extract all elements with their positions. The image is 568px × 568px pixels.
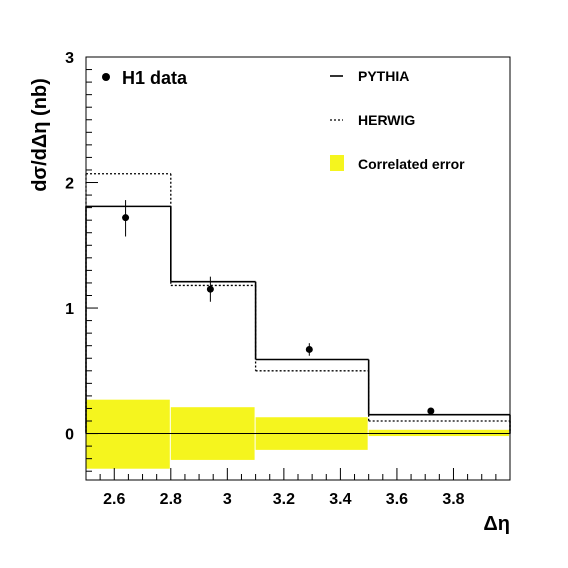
legend-band-swatch xyxy=(330,155,344,171)
y-tick-label: 0 xyxy=(65,427,74,444)
x-tick-label: 3.6 xyxy=(386,491,408,508)
legend: H1 data PYTHIA HERWIG Correlated error xyxy=(102,68,465,172)
pythia-series xyxy=(85,205,511,434)
data-point xyxy=(206,285,214,293)
correlated-error-bin xyxy=(368,429,509,437)
correlated-error-bands xyxy=(86,399,509,469)
x-tick-label: 3.2 xyxy=(273,491,295,508)
data-point xyxy=(427,407,435,415)
y-tick-label: 1 xyxy=(65,301,74,318)
data-point xyxy=(122,214,130,222)
data-point xyxy=(305,345,313,353)
herwig-series xyxy=(85,173,511,434)
x-tick-label: 2.8 xyxy=(160,491,182,508)
x-tick-label: 3 xyxy=(223,491,232,508)
y-tick-label: 2 xyxy=(65,176,74,193)
h1-data-series xyxy=(122,200,435,415)
x-tick-label: 3.4 xyxy=(329,491,351,508)
correlated-error-bin xyxy=(86,399,170,469)
legend-h1-label: H1 data xyxy=(122,68,188,88)
legend-h1-marker xyxy=(102,73,110,81)
y-axis-title: dσ/dΔη (nb) xyxy=(29,78,51,192)
x-axis: 2.6 2.8 3 3.2 3.4 3.6 3.8 xyxy=(85,468,511,508)
legend-band-label: Correlated error xyxy=(358,156,465,172)
legend-pythia-label: PYTHIA xyxy=(358,68,409,84)
x-tick-label: 3.8 xyxy=(442,491,464,508)
legend-herwig-label: HERWIG xyxy=(358,112,415,128)
y-axis: 0 1 2 3 xyxy=(65,50,98,472)
y-tick-label: 3 xyxy=(65,50,74,67)
x-tick-label: 2.6 xyxy=(103,491,125,508)
x-axis-title: Δη xyxy=(483,513,510,535)
